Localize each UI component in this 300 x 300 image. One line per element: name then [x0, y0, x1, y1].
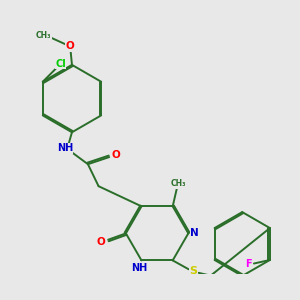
Text: N: N: [190, 228, 199, 239]
Text: O: O: [66, 41, 75, 51]
Text: F: F: [245, 259, 252, 269]
Text: NH: NH: [57, 143, 73, 153]
Text: CH₃: CH₃: [171, 179, 187, 188]
Text: CH₃: CH₃: [36, 31, 51, 40]
Text: Cl: Cl: [55, 59, 66, 69]
Text: S: S: [190, 266, 198, 276]
Text: O: O: [111, 150, 120, 160]
Text: O: O: [97, 237, 105, 247]
Text: NH: NH: [132, 263, 148, 273]
